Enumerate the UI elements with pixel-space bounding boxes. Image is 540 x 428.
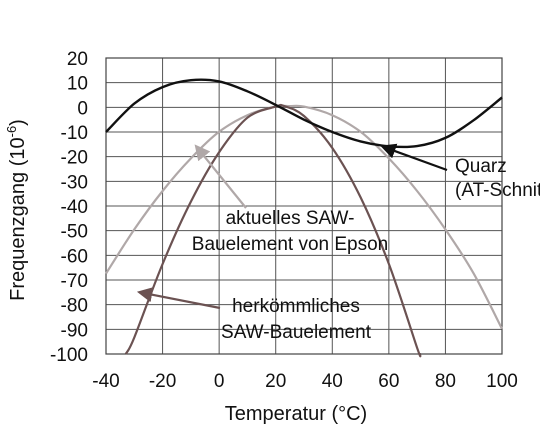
x-tick-label: 0 [214, 371, 225, 392]
plot-frame [105, 57, 503, 355]
y-tick-label: -20 [61, 148, 88, 169]
y-tick-label: -90 [61, 320, 88, 341]
y-tick-label: 10 [67, 74, 88, 95]
y-tick-label: -100 [50, 345, 88, 366]
x-tick-label: 80 [435, 371, 456, 392]
x-tick-label: -20 [149, 371, 176, 392]
y-tick-label: 0 [77, 98, 88, 119]
y-axis-title: Frequenzgang (10-6) [4, 119, 29, 301]
x-tick-label: 60 [378, 371, 399, 392]
x-tick-label: 100 [486, 371, 518, 392]
annotation-text-saw-herkoemmlich: SAW-Bauelement [221, 322, 372, 343]
series-line-saw-herkoemmlich [124, 103, 422, 358]
series-line-quarz [105, 78, 503, 149]
series-line-saw-epson [105, 104, 503, 330]
y-axis-title-suffix: ) [7, 119, 29, 126]
y-tick-label: -40 [61, 197, 88, 218]
x-tick-label: 40 [322, 371, 343, 392]
x-tick-label: -40 [92, 371, 119, 392]
annotation-arrow-saw-herkoemmlich [136, 287, 221, 310]
y-axis-title-exponent: -6 [4, 126, 19, 138]
annotation-text-quarz: (AT-Schnitt) [455, 180, 540, 201]
x-axis-title: Temperatur (°C) [225, 403, 367, 425]
y-axis-title-prefix: Frequenzgang (10 [7, 137, 29, 300]
y-tick-label: 20 [67, 49, 88, 70]
x-tick-label: 20 [265, 371, 286, 392]
annotation-arrow-saw-epson [194, 144, 247, 209]
y-tick-label: -60 [61, 246, 88, 267]
y-tick-label: -70 [61, 271, 88, 292]
y-tick-label: -80 [61, 296, 88, 317]
annotation-text-saw-herkoemmlich: herkömmliches [232, 296, 360, 317]
annotation-text-quarz: Quarz [455, 156, 507, 177]
annotation-text-saw-epson: Bauelement von Epson [192, 234, 388, 255]
grid [105, 57, 503, 355]
y-tick-label: -30 [61, 172, 88, 193]
y-tick-label: -10 [61, 123, 88, 144]
y-tick-label: -50 [61, 222, 88, 243]
annotation-arrow-quarz [380, 143, 448, 172]
annotation-text-saw-epson: aktuelles SAW- [226, 208, 355, 229]
